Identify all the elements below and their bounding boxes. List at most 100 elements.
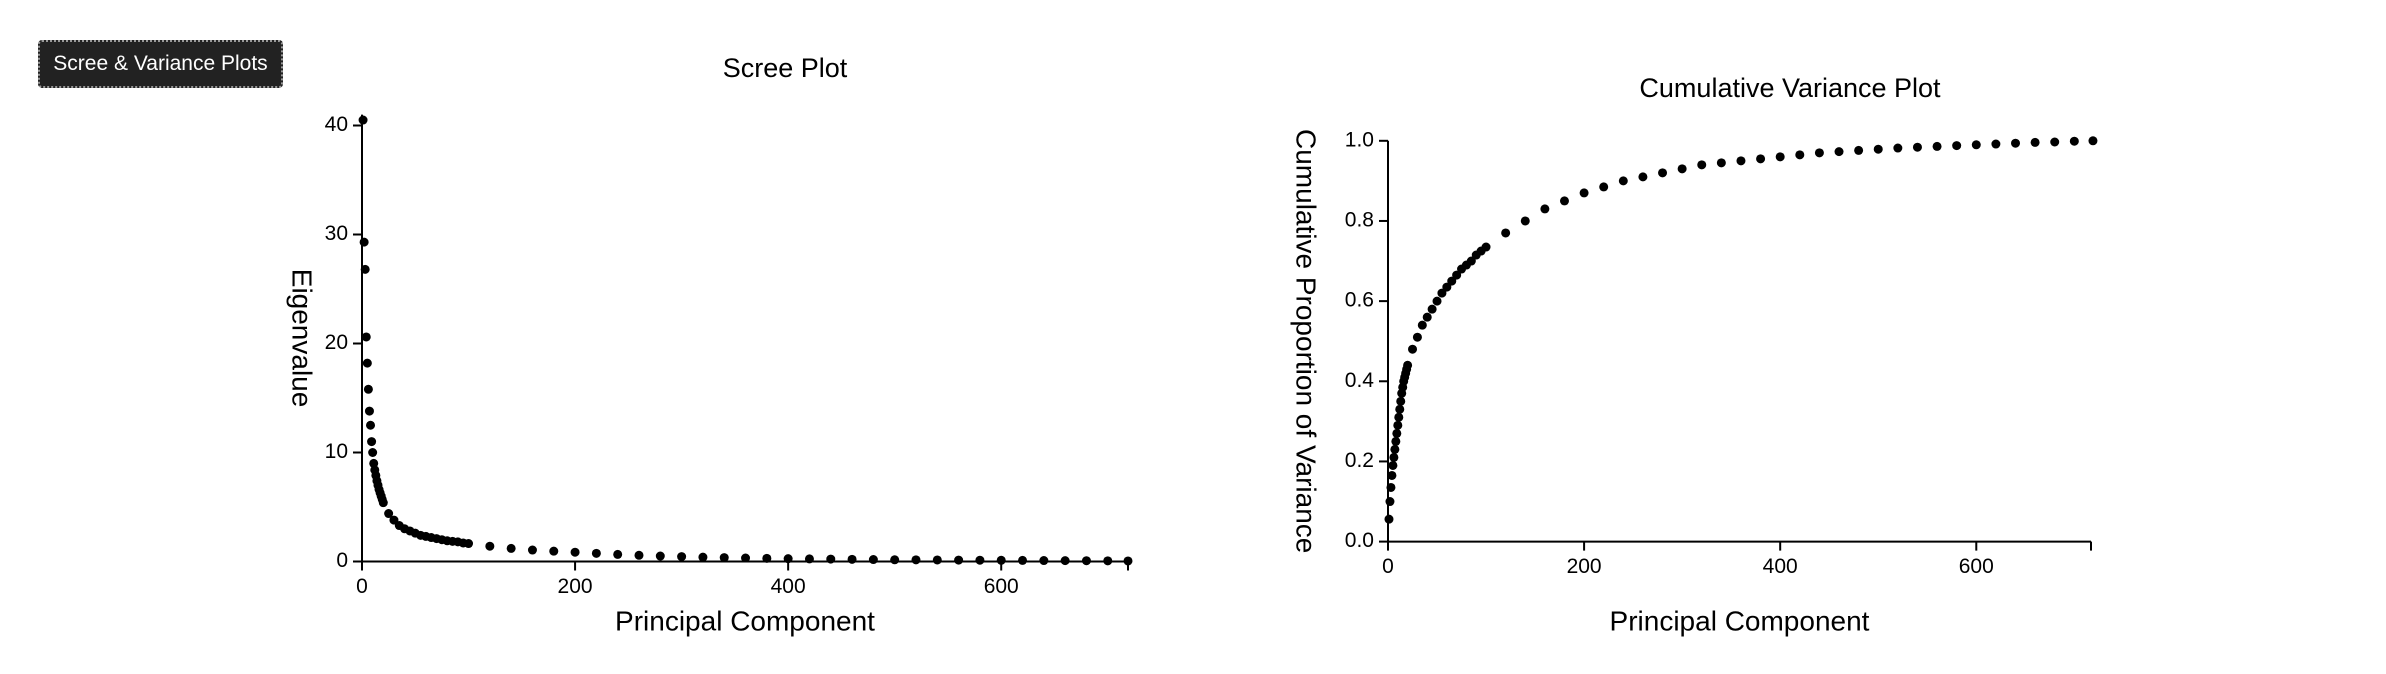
point <box>591 548 601 558</box>
point <box>1932 141 1942 151</box>
plot-button[interactable]: Scree & Variance Plots <box>38 40 283 88</box>
point <box>2088 136 2098 146</box>
point <box>1971 140 1981 150</box>
y-tick-label: 0.4 <box>1345 369 1375 392</box>
point <box>1390 444 1400 454</box>
y-axis-label: Eigenvalue <box>287 269 318 408</box>
point <box>1481 242 1491 252</box>
point <box>1540 204 1550 214</box>
point <box>367 437 377 447</box>
point <box>485 541 495 551</box>
point <box>1716 158 1726 168</box>
point <box>1452 270 1462 280</box>
point <box>362 358 372 368</box>
point <box>2069 136 2079 146</box>
point <box>1039 556 1049 566</box>
point <box>1873 144 1883 154</box>
point <box>762 553 772 563</box>
point <box>1599 182 1609 192</box>
point <box>1422 312 1432 322</box>
x-axis-label: Principal Component <box>615 605 875 636</box>
chart: Cumulative Variance Plot Principal Compon… <box>1291 73 2098 636</box>
point <box>2050 137 2060 147</box>
point <box>2030 137 2040 147</box>
point <box>366 420 376 430</box>
point <box>1060 556 1070 566</box>
y-tick-label: 0 <box>336 549 348 572</box>
point <box>1912 142 1922 152</box>
point <box>1991 139 2001 149</box>
point <box>613 549 623 559</box>
point <box>1442 282 1452 292</box>
point <box>655 551 665 561</box>
chart-title: Cumulative Variance Plot <box>1639 73 1941 103</box>
point <box>1618 176 1628 186</box>
point <box>954 555 964 565</box>
point <box>1384 514 1394 524</box>
point <box>783 554 793 564</box>
point <box>677 552 687 562</box>
x-axis-label: Principal Component <box>1610 605 1870 636</box>
point <box>1392 428 1402 438</box>
point <box>378 498 388 508</box>
x-tick-label: 600 <box>984 575 1019 598</box>
chart: Scree Plot Principal Component Eigenvalue 0… <box>287 53 1133 636</box>
x-tick-label: 200 <box>558 575 593 598</box>
point <box>1638 172 1648 182</box>
point <box>634 550 644 560</box>
point <box>361 332 371 342</box>
point <box>741 553 751 563</box>
point <box>1520 216 1530 226</box>
point <box>804 554 814 564</box>
x-tick-label: 400 <box>771 575 806 598</box>
y-tick-label: 40 <box>325 113 348 136</box>
point <box>1658 168 1668 178</box>
point <box>2011 138 2021 148</box>
point <box>1123 556 1133 566</box>
point <box>1814 148 1824 158</box>
point <box>1893 143 1903 153</box>
point <box>1501 228 1511 238</box>
y-tick-label: 0.6 <box>1345 289 1374 312</box>
y-tick-label: 30 <box>325 222 348 245</box>
point <box>364 406 374 416</box>
point <box>1775 152 1785 162</box>
point <box>1386 482 1396 492</box>
point <box>1403 360 1413 370</box>
point <box>363 384 373 394</box>
point <box>1412 332 1422 342</box>
point <box>1389 452 1399 462</box>
point <box>1427 304 1437 314</box>
x-tick-label: 200 <box>1567 555 1602 578</box>
point <box>527 545 537 555</box>
point <box>1395 404 1405 414</box>
point <box>1834 147 1844 157</box>
x-tick-label: 0 <box>356 575 368 598</box>
point <box>1393 420 1403 430</box>
point <box>359 237 369 247</box>
point <box>975 555 985 565</box>
point <box>1385 497 1395 507</box>
point <box>1394 412 1404 422</box>
point <box>358 115 368 125</box>
point <box>1417 320 1427 330</box>
y-tick-label: 20 <box>325 331 348 354</box>
point <box>1854 145 1864 155</box>
point <box>890 555 900 565</box>
y-axis-label: Cumulative Proportion of Variance <box>1291 129 1322 553</box>
point <box>1795 150 1805 160</box>
x-tick-label: 600 <box>1959 555 1994 578</box>
point <box>1391 436 1401 446</box>
point <box>570 547 580 557</box>
point <box>911 555 921 565</box>
point <box>1432 296 1442 306</box>
point <box>1018 555 1028 565</box>
x-tick-label: 400 <box>1763 555 1798 578</box>
chart-title: Scree Plot <box>723 53 848 83</box>
point <box>1559 196 1569 206</box>
y-tick-label: 0.8 <box>1345 209 1374 232</box>
point <box>1408 344 1418 354</box>
point <box>1756 154 1766 164</box>
